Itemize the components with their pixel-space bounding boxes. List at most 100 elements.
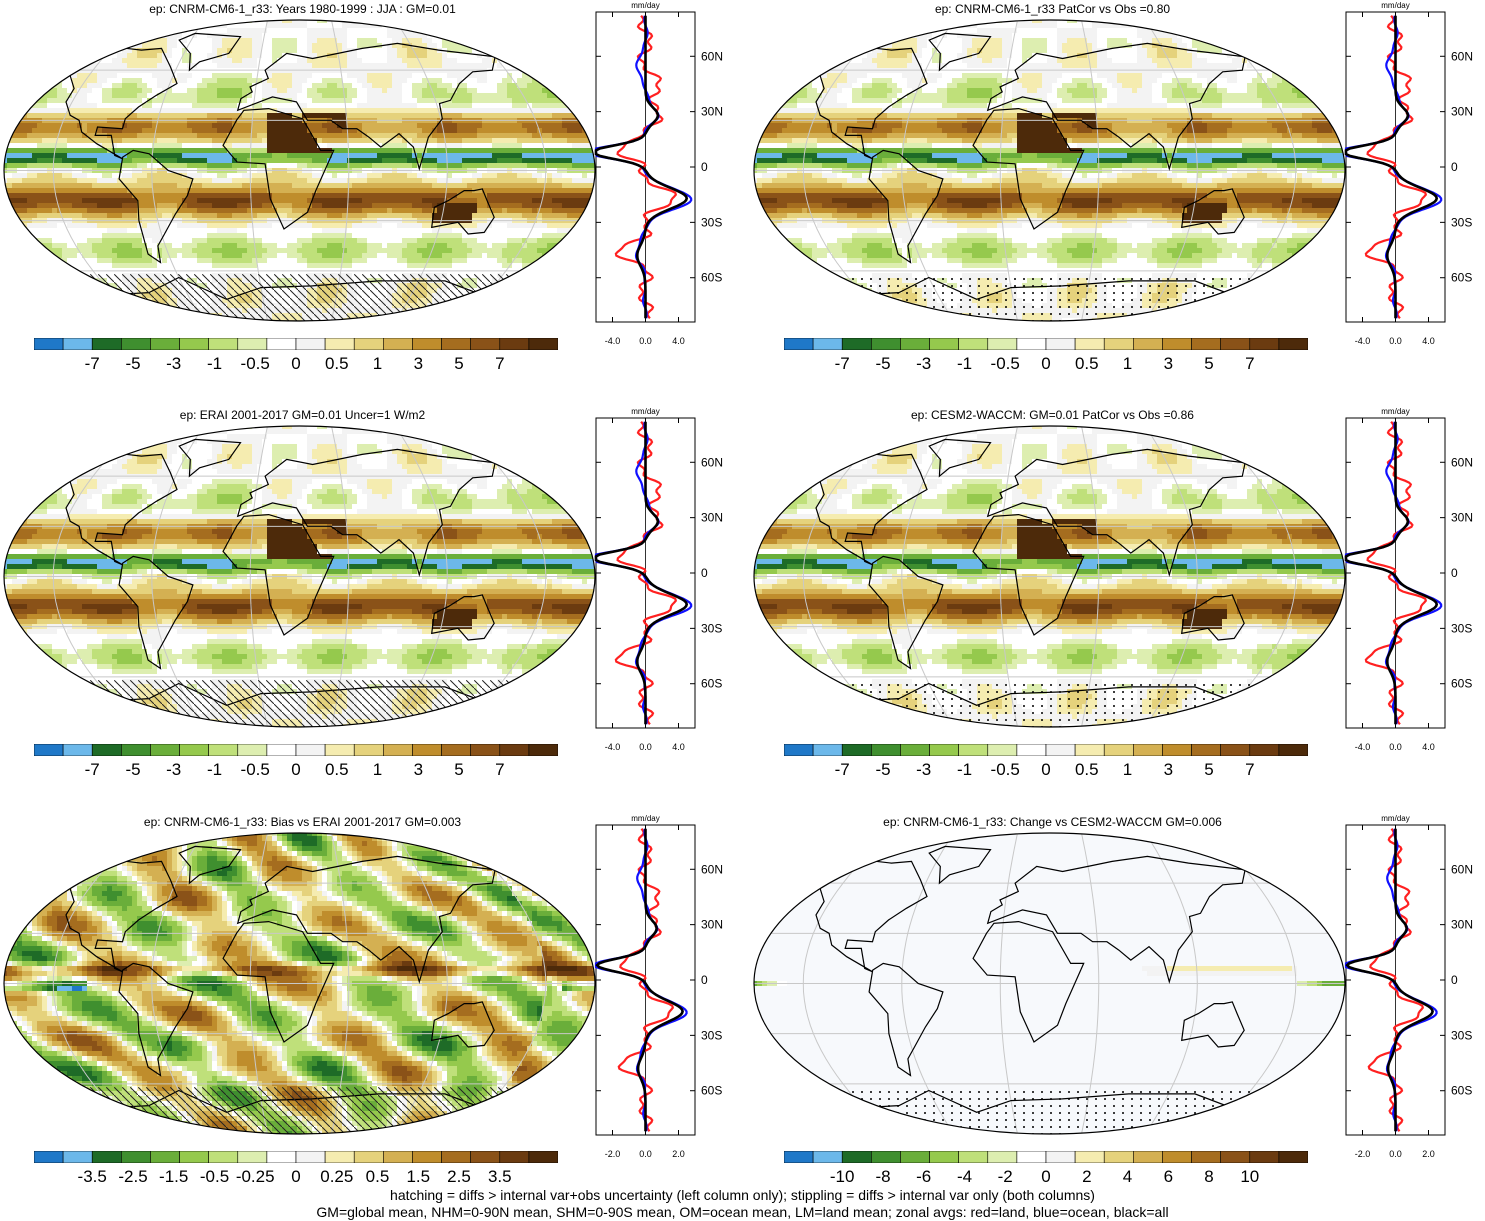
colorbar-swatch: [784, 1151, 814, 1163]
colorbar-label: -5: [875, 760, 890, 780]
colorbar-swatch: [324, 1151, 355, 1163]
panel-title: ep: CNRM-CM6-1_r33: Change vs CESM2-WACC…: [750, 815, 1355, 829]
colorbar-swatch: [900, 744, 930, 756]
colorbar-swatch: [1162, 338, 1192, 350]
colorbar-swatch: [1074, 338, 1105, 350]
colorbar-swatch: [1016, 1151, 1047, 1163]
zonal-unit: mm/day: [631, 407, 659, 416]
panel-title: ep: CNRM-CM6-1_r33: Years 1980-1999 : JJ…: [0, 2, 605, 16]
zonal-y-tick: 60S: [1451, 271, 1472, 285]
colorbar-label: 5: [454, 760, 463, 780]
zonal-mean-plot: mm/day -4.0 0.0 4.0 60N 30N 0 30S 60S: [594, 407, 723, 752]
zonal-mean-plot: mm/day -4.0 0.0 4.0 60N 30N 0 30S 60S: [1344, 407, 1473, 752]
colorbar-label: -1: [957, 354, 972, 374]
zonal-y-tick: 0: [1451, 566, 1458, 580]
colorbar-swatch: [871, 744, 901, 756]
zonal-y-tick: 60N: [701, 455, 723, 469]
colorbar-swatch: [1278, 338, 1308, 350]
zonal-y-tick: 60N: [1451, 455, 1473, 469]
zonal-y-tick: 0: [1451, 973, 1458, 987]
zonal-y-tick: 30N: [701, 105, 723, 119]
colorbar-swatch: [1249, 1151, 1280, 1163]
panel-title: ep: CESM2-WACCM: GM=0.01 PatCor vs Obs =…: [750, 408, 1355, 422]
colorbar-label: -3.5: [78, 1167, 107, 1187]
colorbar-label: -3: [916, 760, 931, 780]
colorbar-labels: -7 -5 -3 -1 -0.5 0 0.5 1 3 5 7: [784, 760, 1308, 782]
colorbar-swatch: [900, 338, 930, 350]
colorbar: [784, 338, 1308, 350]
colorbar: [34, 338, 558, 350]
colorbar-label: 3: [414, 354, 423, 374]
colorbar-label: -0.25: [236, 1167, 275, 1187]
zonal-x-tick: 4.0: [672, 742, 685, 752]
colorbar-swatch: [784, 744, 814, 756]
colorbar-swatch: [266, 744, 297, 756]
zonal-unit: mm/day: [1381, 814, 1409, 823]
zonal-x-tick: 4.0: [672, 336, 685, 346]
zonal-y-tick: 30S: [701, 1028, 722, 1042]
colorbar-swatch: [208, 1151, 239, 1163]
colorbar-swatch: [1016, 338, 1047, 350]
colorbar-swatch: [150, 744, 180, 756]
colorbar-swatch: [266, 1151, 297, 1163]
colorbar-swatch: [900, 1151, 930, 1163]
colorbar-swatch: [987, 1151, 1018, 1163]
colorbar-swatch: [237, 338, 268, 350]
colorbar-swatch: [958, 1151, 989, 1163]
colorbar-label: 0.5: [366, 1167, 390, 1187]
colorbar-label: -5: [125, 760, 140, 780]
world-map: [753, 19, 1346, 322]
colorbar-label: 0.25: [320, 1167, 353, 1187]
colorbar-label: 7: [495, 760, 504, 780]
colorbar-swatch: [208, 338, 239, 350]
colorbar-swatch: [441, 744, 471, 756]
zonal-y-tick: 60S: [701, 677, 722, 691]
colorbar-swatch: [1103, 744, 1134, 756]
colorbar-swatch: [841, 338, 872, 350]
zonal-mean-plot: mm/day -2.0 0.0 2.0 60N 30N 0 30S 60S: [1344, 814, 1473, 1159]
colorbar: [34, 1151, 558, 1163]
colorbar-labels: -7 -5 -3 -1 -0.5 0 0.5 1 3 5 7: [784, 354, 1308, 376]
colorbar-swatch: [62, 1151, 93, 1163]
colorbar-swatch: [1074, 744, 1105, 756]
colorbar-label: -0.5: [991, 354, 1020, 374]
colorbar-label: 3.5: [488, 1167, 512, 1187]
colorbar: [784, 1151, 1308, 1163]
colorbar-swatch: [295, 1151, 326, 1163]
colorbar-swatch: [528, 1151, 558, 1163]
colorbar-swatch: [1045, 1151, 1076, 1163]
colorbar-swatch: [208, 744, 239, 756]
panel-p4: ep: CESM2-WACCM: GM=0.01 PatCor vs Obs =…: [750, 406, 1485, 810]
world-map: [3, 832, 596, 1135]
colorbar-swatch: [987, 338, 1018, 350]
colorbar-label: 8: [1204, 1167, 1213, 1187]
colorbar-label: 7: [495, 354, 504, 374]
colorbar-label: -0.5: [991, 760, 1020, 780]
zonal-x-tick: 0.0: [639, 336, 652, 346]
colorbar-swatch: [1045, 744, 1076, 756]
colorbar-label: -0.5: [241, 354, 270, 374]
colorbar-label: 0: [1041, 1167, 1050, 1187]
zonal-y-tick: 30S: [1451, 215, 1472, 229]
zonal-x-tick: 0.0: [639, 1149, 652, 1159]
colorbar-label: 0: [1041, 354, 1050, 374]
colorbar-label: 3: [414, 760, 423, 780]
colorbar-label: -1.5: [159, 1167, 188, 1187]
zonal-y-tick: 30S: [701, 621, 722, 635]
zonal-y-tick: 60S: [1451, 677, 1472, 691]
zonal-x-tick: -2.0: [605, 1149, 621, 1159]
colorbar-swatch: [34, 744, 64, 756]
colorbar-label: 5: [1204, 760, 1213, 780]
colorbar-swatch: [412, 338, 442, 350]
colorbar-label: 1: [1123, 354, 1132, 374]
colorbar-swatch: [929, 744, 959, 756]
colorbar-swatch: [266, 338, 297, 350]
zonal-x-tick: 0.0: [1389, 1149, 1402, 1159]
colorbar-labels: -10 -8 -6 -4 -2 0 2 4 6 8 10: [784, 1167, 1308, 1189]
colorbar-swatch: [958, 744, 989, 756]
colorbar-swatch: [1191, 338, 1221, 350]
colorbar-swatch: [987, 744, 1018, 756]
colorbar-swatch: [324, 338, 355, 350]
colorbar-label: -5: [125, 354, 140, 374]
panel-title: ep: CNRM-CM6-1_r33: Bias vs ERAI 2001-20…: [0, 815, 605, 829]
